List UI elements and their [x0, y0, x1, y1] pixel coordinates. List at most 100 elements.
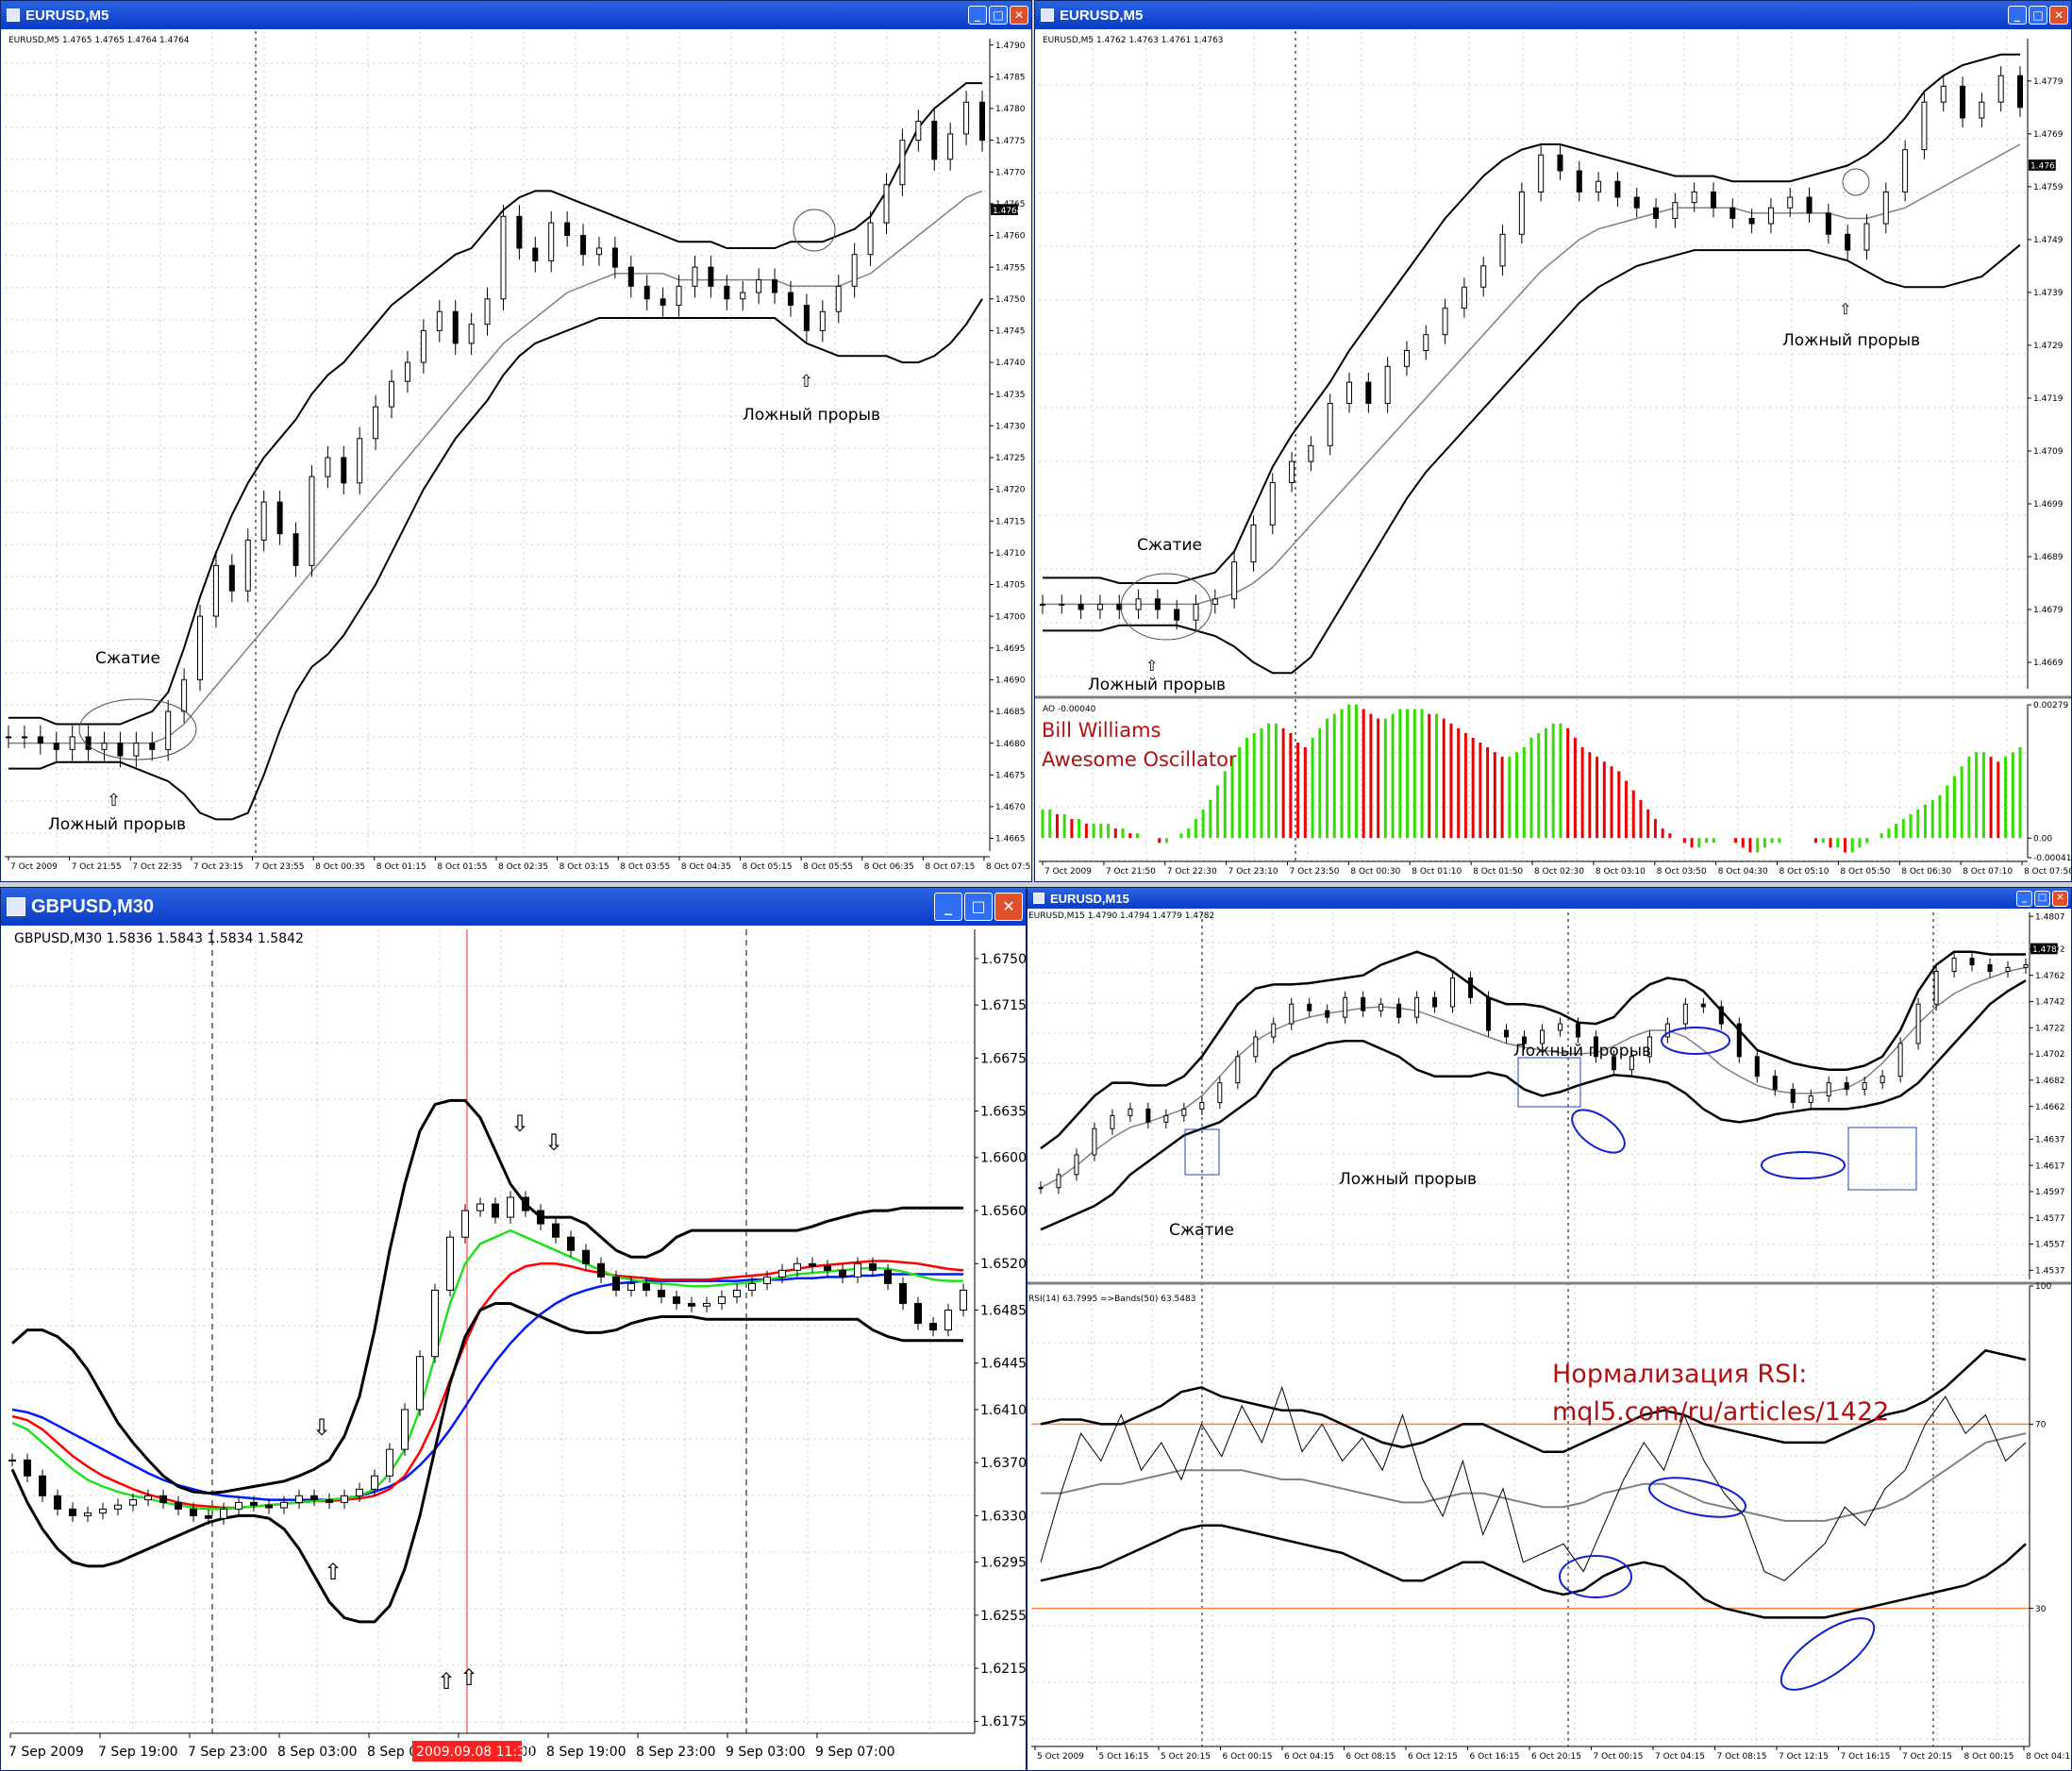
candle-body	[1940, 85, 1947, 103]
price-chart[interactable]: ⇩⇩⇩⇧ ⇧⇧GBPUSD,M30 1.5836 1.5843 1.5834 1.…	[1, 926, 1026, 1770]
close-button[interactable]: ✕	[2052, 890, 2068, 907]
candle-body	[1235, 1056, 1241, 1084]
price-tick-label: 1.4722	[2035, 1024, 2065, 1033]
candle-body	[1997, 75, 2004, 103]
up-arrow-icon: ⇧	[1839, 300, 1851, 318]
candle-body	[1480, 265, 1487, 288]
chart-window-eurusd-m5-b[interactable]: EURUSD,M5 _ □ ✕ Сжатие Ложный прорыв Ложны…	[1034, 0, 2072, 882]
maximize-button[interactable]: □	[964, 893, 993, 921]
price-tick-label: 1.4735	[995, 391, 1026, 400]
candle-body	[597, 1262, 605, 1278]
cursor-time-box	[412, 1741, 522, 1762]
candle-body	[660, 298, 666, 307]
maximize-button[interactable]: □	[2029, 6, 2047, 25]
candle-body	[1557, 1023, 1562, 1031]
candle-body	[492, 1203, 499, 1218]
time-tick-label: 6 Oct 04:15	[1284, 1752, 1334, 1762]
minimize-button[interactable]: _	[2008, 6, 2027, 25]
candle-body	[356, 1488, 363, 1496]
squeeze-ellipse	[1120, 573, 1212, 641]
candle-body	[69, 736, 75, 750]
chart-window-eurusd-m5-a[interactable]: EURUSD,M5 _ □ ✕ Сжатие Ложный прорыв Ложны…	[0, 0, 1032, 882]
close-button[interactable]: ✕	[2049, 6, 2068, 25]
candle-body	[1633, 196, 1640, 209]
candle-body	[309, 476, 315, 566]
close-button[interactable]: ✕	[994, 893, 1023, 921]
red-ma-line	[11, 1260, 964, 1510]
window-titlebar[interactable]: EURUSD,M5 _ □ ✕	[1035, 1, 2071, 29]
price-tick-label: 0.00	[2033, 834, 2052, 844]
candle-body	[1250, 524, 1257, 563]
middle-band-line	[1040, 966, 2027, 1189]
current-price-label: 1.4782	[2032, 945, 2063, 955]
time-tick-label: 6 Oct 08:15	[1346, 1752, 1396, 1762]
maximize-button[interactable]: □	[2034, 890, 2050, 907]
oscillator-title: Bill Williams	[1042, 719, 1161, 742]
price-tick-label: 1.4730	[995, 422, 1026, 431]
candle-body	[851, 254, 858, 287]
close-button[interactable]: ✕	[1010, 6, 1028, 25]
window-title: EURUSD,M5	[1060, 7, 1144, 24]
candle-body	[2023, 964, 2029, 968]
candle-body	[181, 678, 188, 712]
candle-body	[280, 1501, 288, 1509]
squeeze-box	[1847, 1127, 1917, 1191]
window-titlebar[interactable]: EURUSD,M15 _ □ ✕	[1028, 888, 2071, 909]
lower-band-line	[10, 1302, 963, 1624]
candle-body	[733, 1289, 741, 1297]
candle-body	[1327, 403, 1333, 446]
time-tick-label: 8 Oct 05:10	[1780, 867, 1830, 877]
candle-body	[718, 1295, 726, 1304]
candle-body	[1969, 958, 1975, 966]
price-tick-label: 1.6675	[980, 1051, 1026, 1066]
chart-window-gbpusd-m30[interactable]: GBPUSD,M30 _ □ ✕ ⇩ ⇩ ⇩ ⇧ ⇧ ⇧ GBPUSD,M30 1.5836…	[0, 887, 1027, 1771]
candle-body	[1499, 233, 1506, 267]
candle-body	[292, 533, 299, 566]
price-tick-label: 1.4577	[2035, 1214, 2065, 1224]
price-tick-label: 1.4680	[995, 740, 1026, 749]
window-titlebar[interactable]: GBPUSD,M30 _ □ ✕	[1, 888, 1026, 926]
price-tick-label: 70	[2035, 1421, 2047, 1430]
price-tick-label: 1.6215	[980, 1662, 1026, 1677]
green-ma-line	[11, 1228, 963, 1511]
price-tick-label: 1.4665	[995, 835, 1026, 844]
candle-body	[401, 1409, 409, 1450]
maximize-button[interactable]: □	[989, 6, 1008, 25]
candle-body	[205, 1514, 212, 1519]
note-link: mql5.com/ru/articles/1422	[1552, 1397, 1889, 1427]
candle-body	[54, 1495, 61, 1510]
candle-body	[854, 1262, 861, 1278]
price-chart[interactable]: Ложный прорыв Ложный прорыв Сжатие EURUSD,M…	[1028, 909, 2071, 1770]
price-tick-label: 1.4769	[2033, 130, 2064, 140]
candle-body	[580, 235, 587, 256]
price-tick-label: 1.4807	[2035, 912, 2065, 922]
candle-body	[676, 285, 682, 307]
false-breakout-annotation: Ложный прорыв	[1782, 331, 1920, 350]
candle-body	[1307, 1003, 1312, 1011]
up-arrow-icon: ⇧	[107, 791, 121, 810]
candle-body	[1539, 1029, 1545, 1044]
minimize-button[interactable]: _	[2016, 890, 2032, 907]
rsi-line	[1040, 1385, 2027, 1581]
time-tick-label: 8 Oct 04:35	[681, 862, 731, 872]
time-tick-label: 7 Oct 23:15	[193, 862, 243, 872]
rsi-upper-band	[1040, 1348, 2027, 1453]
price-tick-label: 1.6635	[980, 1105, 1026, 1120]
candle-body	[1596, 180, 1602, 192]
minimize-button[interactable]: _	[934, 893, 962, 921]
candle-body	[1078, 603, 1084, 610]
time-tick-label: 8 Oct 06:35	[864, 862, 914, 872]
price-tick-label: 1.6175	[980, 1714, 1026, 1729]
window-titlebar[interactable]: EURUSD,M5 _ □ ✕	[1, 1, 1031, 29]
minimize-button[interactable]: _	[968, 6, 987, 25]
candle-body	[129, 1499, 137, 1506]
candle-body	[500, 215, 507, 300]
lower-band-line	[1043, 243, 2021, 675]
time-tick-label: 7 Oct 23:50	[1290, 867, 1340, 877]
candle-body	[688, 1302, 695, 1307]
chart-window-eurusd-m15[interactable]: EURUSD,M15 _ □ ✕ Ложный прорыв Ложный про…	[1027, 887, 2072, 1771]
candle-body	[803, 305, 810, 331]
candle-body	[1629, 1056, 1634, 1071]
